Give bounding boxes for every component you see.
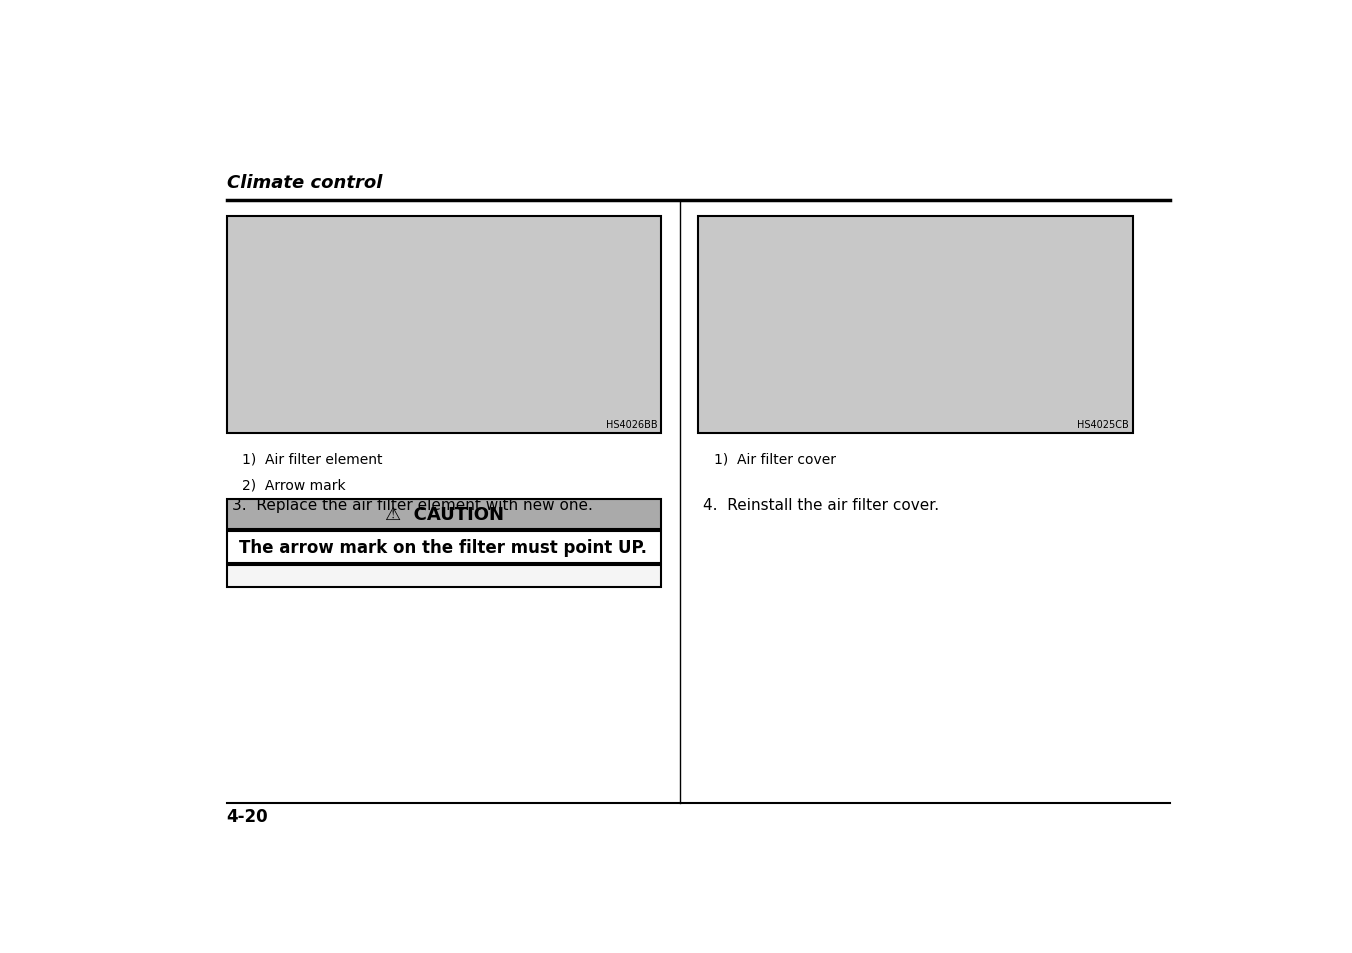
Bar [698,217,1133,434]
Text: ⚠  CAUTION: ⚠ CAUTION [384,505,503,523]
Bar [227,499,661,529]
Text: 1)  Air filter element: 1) Air filter element [242,452,383,466]
Text: HS4026BB: HS4026BB [606,419,657,429]
Text: 4-20: 4-20 [227,806,268,824]
Text: 1)  Air filter cover: 1) Air filter cover [714,452,836,466]
Text: HS4025CB: HS4025CB [1078,419,1129,429]
Bar [227,566,661,588]
Bar [227,531,661,563]
Text: 3.  Replace the air filter element with new one.: 3. Replace the air filter element with n… [233,497,592,513]
Text: The arrow mark on the filter must point UP.: The arrow mark on the filter must point … [239,538,648,557]
Bar [227,217,661,434]
Text: Climate control: Climate control [227,173,383,192]
Text: 4.  Reinstall the air filter cover.: 4. Reinstall the air filter cover. [703,497,940,513]
Text: 2)  Arrow mark: 2) Arrow mark [242,477,346,492]
